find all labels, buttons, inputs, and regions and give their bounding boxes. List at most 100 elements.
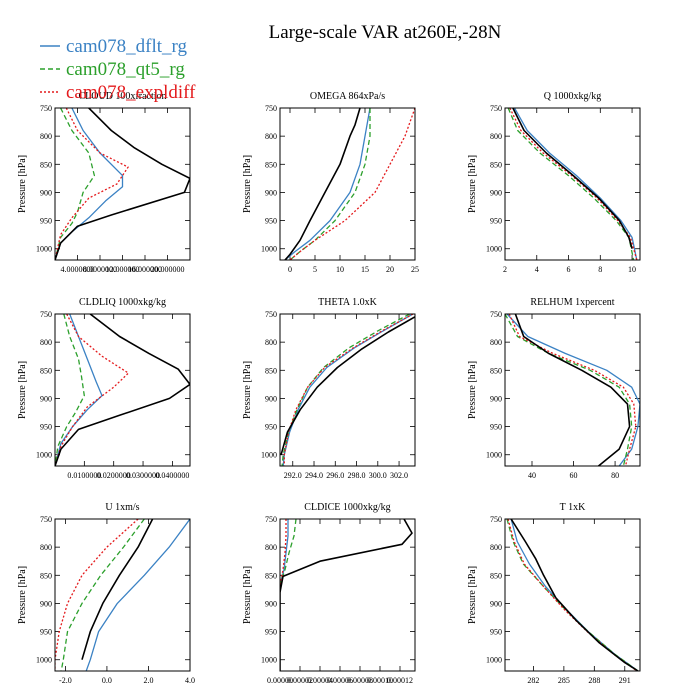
panel-3: Q 1000xkg/kg Pressure [hPa] 750 800 850 900 95… [467,91,641,274]
panel-9: T 1xK Pressure [hPa] 750 800 850 900 950 1000 28… [467,502,641,685]
y-tick-label: 950 [490,628,502,637]
y-tick-label: 1000 [261,656,277,665]
plot-frame [504,313,641,467]
panel-1: CLOUD 100xfraction Pressure [hPa] 750 800 85… [17,91,191,274]
series-line-cam078_qt5_rg [55,108,96,260]
series-line-cam078_qt5_rg [55,314,85,466]
y-tick-label: 900 [265,394,277,403]
series-line-cam078_dflt_rg [284,108,371,260]
series-line-cam078_dflt_rg [282,314,414,466]
y-tick-label: 800 [490,543,502,552]
series-group [55,519,190,671]
series-line-cam078_expldiff [55,314,130,466]
panel-title: T 1xK [560,502,586,513]
y-tick-label: 900 [490,188,502,197]
x-tick-label: 2.0 [143,676,153,685]
x-tick-label: 60 [570,471,578,480]
plot-frame [279,107,416,261]
y-tick-label: 850 [490,160,502,169]
y-tick-label: 750 [40,515,52,524]
series-line-cam078_qt5_rg [505,314,633,466]
x-tick-label: 288 [588,676,600,685]
series-line-cam078_qt5_rg [60,519,145,671]
series-line-black [280,519,413,671]
y-axis-label: Pressure [hPa] [17,155,28,213]
y-tick-label: 950 [265,423,277,432]
plot-frame [504,518,641,672]
y-tick-label: 800 [265,543,277,552]
y-tick-label: 750 [490,104,502,113]
panel-title: CLOUD 100xfraction [78,91,166,102]
series-line-black [512,108,633,249]
series-group [507,108,638,260]
y-tick-label: 950 [40,423,52,432]
x-tick-label: 296.0 [326,471,344,480]
x-tick-label: 8.0000000 [83,265,117,274]
legend-label: cam078_dflt_rg [66,36,188,57]
series-line-cam078_dflt_rg [506,314,640,466]
series-group [55,108,190,260]
x-tick-label: 0.00002 [287,676,313,685]
series-line-black [55,314,190,466]
y-tick-label: 850 [40,366,52,375]
y-tick-label: 800 [40,338,52,347]
plot-frame [279,518,416,672]
panel-title: Q 1000xkg/kg [544,91,602,102]
y-tick-label: 950 [40,628,52,637]
y-tick-label: 950 [40,217,52,226]
plot-frame [504,107,641,261]
y-tick-label: 950 [265,217,277,226]
y-tick-label: 950 [490,217,502,226]
series-group [505,314,640,466]
panel-7: U 1xm/s Pressure [hPa] 750 800 850 900 950 1000… [17,502,195,685]
series-line-cam078_expldiff [55,108,129,260]
panel-8: CLDICE 1000xkg/kg Pressure [hPa] 750 800 850… [242,502,416,685]
plot-frame [54,107,191,261]
x-tick-label: 0.00006 [327,676,353,685]
series-line-cam078_dflt_rg [510,519,639,671]
x-tick-label: 0.0200000 [97,471,131,480]
x-tick-label: 6 [567,265,571,274]
y-tick-label: 750 [40,104,52,113]
series-line-black [55,108,190,260]
x-tick-label: 0.00012 [387,676,413,685]
panel-4: CLDLIQ 1000xkg/kg Pressure [hPa] 750 800 850… [17,297,191,480]
y-tick-label: 850 [490,571,502,580]
series-group [506,519,639,671]
y-tick-label: 750 [265,310,277,319]
x-tick-label: 0.00008 [347,676,373,685]
y-tick-label: 750 [490,310,502,319]
y-tick-label: 900 [40,188,52,197]
series-line-cam078_dflt_rg [513,108,638,260]
x-tick-label: 0.0400000 [155,471,189,480]
y-tick-label: 900 [265,599,277,608]
panel-title: RELHUM 1xpercent [530,297,614,308]
y-tick-label: 1000 [486,451,502,460]
x-tick-label: 12.000000 [106,265,140,274]
plot-frame [54,518,191,672]
series-line-cam078_expldiff [55,519,139,671]
series-group [284,108,415,260]
panel-title: U 1xm/s [105,502,139,513]
y-axis-label: Pressure [hPa] [17,566,28,624]
y-tick-label: 900 [265,188,277,197]
panel-5: THETA 1.0xK Pressure [hPa] 750 800 850 900 950… [242,297,416,480]
y-axis-label: Pressure [hPa] [242,361,253,419]
panel-title: THETA 1.0xK [318,297,377,308]
y-axis-label: Pressure [hPa] [467,155,478,213]
plot-frame [54,313,191,467]
y-tick-label: 800 [265,132,277,141]
x-tick-label: 0.0300000 [126,471,160,480]
series-group [55,314,190,466]
y-axis-label: Pressure [hPa] [467,566,478,624]
x-tick-label: 298.0 [348,471,366,480]
y-axis-label: Pressure [hPa] [242,566,253,624]
y-tick-label: 900 [490,599,502,608]
series-line-cam078_expldiff [509,108,638,260]
y-tick-label: 1000 [486,656,502,665]
series-line-cam078_dflt_rg [85,519,190,671]
series-line-cam078_dflt_rg [55,314,103,466]
y-tick-label: 850 [40,160,52,169]
x-tick-label: 0.0 [102,676,112,685]
